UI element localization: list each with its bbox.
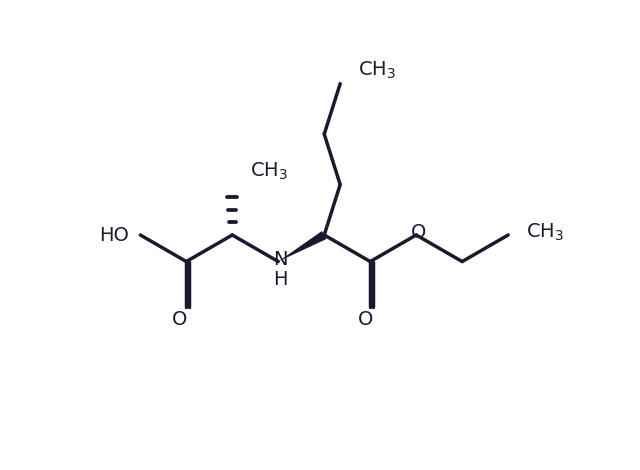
Text: CH$_3$: CH$_3$ [250, 161, 288, 182]
Text: H: H [273, 270, 288, 289]
Text: CH$_3$: CH$_3$ [358, 60, 396, 81]
Polygon shape [278, 231, 326, 261]
Text: N: N [273, 250, 288, 269]
Text: O: O [172, 310, 187, 329]
Text: CH$_3$: CH$_3$ [525, 222, 564, 243]
Text: HO: HO [99, 226, 129, 244]
Text: O: O [358, 310, 373, 329]
Text: O: O [411, 223, 426, 242]
